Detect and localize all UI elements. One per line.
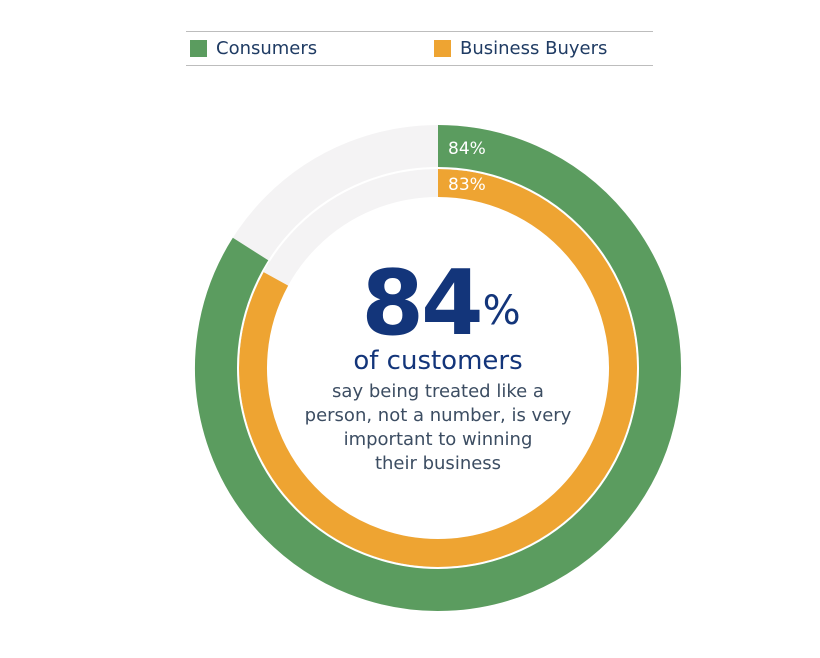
legend-item-business-buyers: Business Buyers [434, 38, 607, 59]
big-stat-number: 84 [361, 251, 483, 356]
stat-headline: of customers [353, 346, 523, 376]
big-stat: 84 % [284, 258, 598, 350]
legend-swatch-business-buyers [434, 40, 451, 57]
stat-description-line: person, not a number, is very [304, 405, 572, 426]
center-callout: 84 % of customers say being treated like… [278, 258, 598, 476]
data-label-business-buyers: 83% [448, 175, 486, 195]
legend-swatch-consumers [190, 40, 207, 57]
big-stat-unit: % [482, 288, 521, 334]
chart-legend: Consumers Business Buyers [186, 31, 653, 66]
stat-description-line: say being treated like a [332, 381, 544, 402]
stat-description-line: their business [374, 453, 502, 474]
legend-label-business-buyers: Business Buyers [460, 38, 608, 59]
legend-item-consumers: Consumers [190, 38, 317, 59]
data-label-consumers: 84% [448, 139, 486, 159]
stat-description-line: important to winning [343, 429, 533, 450]
stat-description: say being treated like a person, not a n… [278, 380, 598, 476]
donut-arc-business-buyers [239, 169, 637, 567]
ring-divider [237, 167, 639, 569]
legend-label-consumers: Consumers [216, 38, 318, 59]
donut-arc-consumers [195, 125, 681, 611]
